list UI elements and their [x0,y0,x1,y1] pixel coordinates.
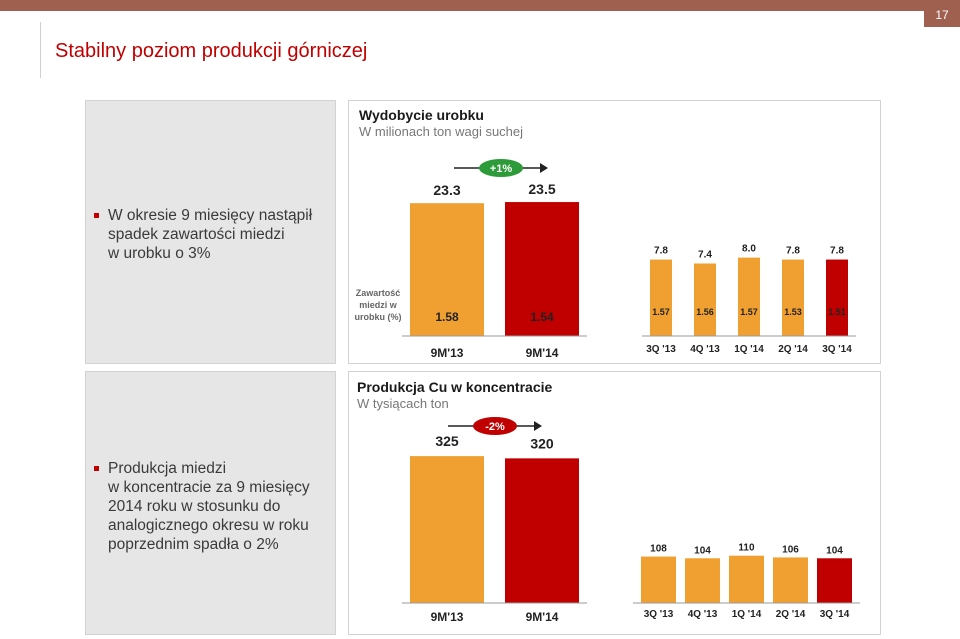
top-row-value-g2-1: 1.56 [696,307,714,317]
top-row-value-g2-0: 1.57 [652,307,670,317]
bullet-bottom-line-2: w koncentracie za 9 miesięcy [108,479,310,496]
top-g2-data-label-2: 8.0 [742,244,756,255]
top-g2-tick-4: 3Q '14 [822,344,852,355]
top-row-label-1: miedzi w [359,300,398,310]
bullet-bottom-line-4: analogicznego okresu w roku [108,517,309,534]
bot-g2-bar-4 [817,558,852,603]
bot-g2-data-label-0: 108 [650,544,667,555]
bot-g2-tick-4: 3Q '14 [820,609,850,620]
page-title: Stabilny poziom produkcji górniczej [55,40,368,62]
bullet-bottom-line-5: poprzednim spadła o 2% [108,536,279,553]
top-g2-bar-0 [650,259,672,336]
top-change-badge [479,159,523,177]
top-g1-tick-0: 9M'13 [431,346,464,360]
top-row-value-g1-1: 1.54 [530,310,554,324]
bot-g1-data-label-0: 325 [435,433,459,449]
bullet-bottom-line-3: 2014 roku w stosunku do [108,498,281,515]
bot-g2-data-label-1: 104 [694,545,711,556]
bullet-top-line-2: spadek zawartości miedzi [108,226,285,243]
bot-g2-bar-0 [641,556,676,603]
top-row-label-0: Zawartość [356,288,401,298]
top-g2-bar-3 [782,259,804,336]
bullet-bottom: Produkcja miedzi w koncentracie za 9 mie… [94,459,310,554]
chart-top-subtitle: W milionach ton wagi suchej [359,124,524,139]
page-number: 17 [924,3,960,27]
bullet-top-line-1: W okresie 9 miesięcy nastąpił [108,207,313,224]
top-g2-data-label-1: 7.4 [698,249,712,260]
top-g2-bar-1 [694,263,716,336]
chart-top-title: Wydobycie urobku [359,107,484,123]
top-row-value-g2-3: 1.53 [784,307,802,317]
top-g1-bar-1 [505,202,579,336]
bot-g1-tick-1: 9M'14 [526,610,559,624]
bot-change-badge [473,417,517,435]
top-change-label: +1% [490,163,513,175]
bot-g2-tick-1: 4Q '13 [688,609,718,620]
bot-g2-tick-2: 1Q '14 [732,609,762,620]
bot-g2-bar-3 [773,557,808,603]
top-g2-tick-2: 1Q '14 [734,344,764,355]
bot-g1-data-label-1: 320 [530,435,554,451]
bot-g1-bar-0 [410,456,484,603]
top-row-value-g2-2: 1.57 [740,307,758,317]
top-row-value-g2-4: 1.51 [828,307,846,317]
panel-bottom [85,371,336,635]
bullet-square-icon [94,213,99,218]
top-g2-data-label-3: 7.8 [786,246,800,257]
top-g2-tick-1: 4Q '13 [690,344,720,355]
top-bar [0,0,960,11]
bullet-top-line-3: w urobku o 3% [108,245,211,262]
bullet-top: W okresie 9 miesięcy nastąpił spadek zaw… [94,206,313,263]
top-row-value-g1-0: 1.58 [435,310,459,324]
chart-bottom-subtitle: W tysiącach ton [357,396,449,411]
panel-top [85,100,336,364]
top-g1-data-label-1: 23.5 [528,181,555,197]
bot-g2-tick-0: 3Q '13 [644,609,674,620]
top-g2-tick-0: 3Q '13 [646,344,676,355]
top-g2-bar-2 [738,257,760,336]
bot-g1-tick-0: 9M'13 [431,610,464,624]
title-divider [40,22,41,78]
top-g1-data-label-0: 23.3 [433,182,460,198]
top-g2-data-label-4: 7.8 [830,246,844,257]
chart-bottom-title: Produkcja Cu w koncentracie [357,379,553,395]
top-row-label-2: urobku (%) [355,312,402,322]
bullet-square-icon [94,466,99,471]
bot-g2-tick-3: 2Q '14 [776,609,806,620]
bot-g2-data-label-4: 104 [826,545,843,556]
bot-g2-data-label-3: 106 [782,544,799,555]
bot-arrow-head-icon [534,421,542,431]
top-g1-bar-0 [410,203,484,336]
top-g2-data-label-0: 7.8 [654,246,668,257]
bullet-bottom-line-1: Produkcja miedzi [108,460,227,477]
bot-g2-bar-2 [729,555,764,603]
top-g2-bar-4 [826,259,848,336]
bot-change-label: -2% [485,421,505,433]
top-arrow-head-icon [540,163,548,173]
bot-g2-bar-1 [685,558,720,603]
bot-g2-data-label-2: 110 [738,543,755,554]
top-g2-tick-3: 2Q '14 [778,344,808,355]
top-g1-tick-1: 9M'14 [526,346,559,360]
bot-g1-bar-1 [505,458,579,603]
